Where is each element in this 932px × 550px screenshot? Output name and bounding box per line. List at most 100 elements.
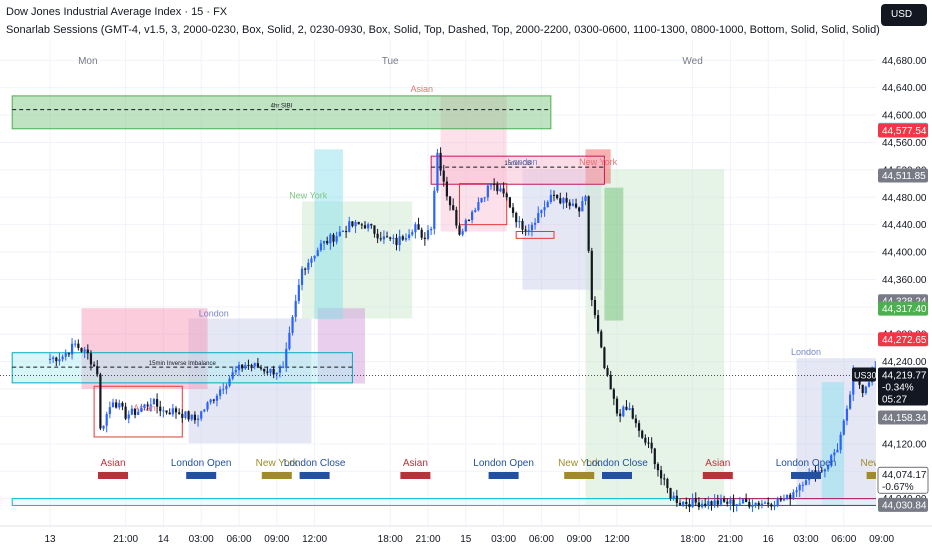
candle[interactable] bbox=[259, 364, 263, 371]
candle[interactable] bbox=[228, 375, 231, 388]
time-axis[interactable]: 13 21:00 14 03:00 06:00 09:00 12:00 18:00 21:00 1… bbox=[0, 525, 932, 550]
candle[interactable] bbox=[58, 352, 61, 366]
candle[interactable] bbox=[143, 403, 146, 411]
candle[interactable] bbox=[341, 230, 345, 232]
candle[interactable] bbox=[745, 493, 748, 503]
candle[interactable] bbox=[467, 219, 471, 222]
candle[interactable] bbox=[206, 401, 209, 412]
candle[interactable] bbox=[631, 405, 634, 420]
candle[interactable] bbox=[52, 355, 55, 363]
candle[interactable] bbox=[688, 498, 691, 513]
candle[interactable] bbox=[609, 370, 612, 390]
candle[interactable] bbox=[502, 182, 505, 198]
candle[interactable] bbox=[357, 221, 360, 225]
candle[interactable] bbox=[193, 411, 196, 424]
candle[interactable] bbox=[448, 196, 452, 211]
candle[interactable] bbox=[345, 225, 348, 239]
candle[interactable] bbox=[719, 494, 723, 507]
candle[interactable] bbox=[628, 402, 631, 411]
candle[interactable] bbox=[524, 225, 527, 236]
candle[interactable] bbox=[64, 349, 67, 361]
candle[interactable] bbox=[354, 219, 357, 234]
candle[interactable] bbox=[741, 498, 745, 504]
candle[interactable] bbox=[826, 463, 830, 472]
candle[interactable] bbox=[672, 491, 675, 501]
candle[interactable] bbox=[256, 357, 259, 369]
candle[interactable] bbox=[660, 465, 663, 486]
candle[interactable] bbox=[181, 409, 184, 423]
candle[interactable] bbox=[770, 502, 773, 511]
candle[interactable] bbox=[508, 196, 511, 209]
candle[interactable] bbox=[348, 216, 351, 233]
candle[interactable] bbox=[647, 437, 650, 448]
candle[interactable] bbox=[612, 387, 615, 406]
candle[interactable] bbox=[266, 366, 269, 375]
candle[interactable] bbox=[105, 411, 108, 433]
candle[interactable] bbox=[190, 414, 193, 422]
candle[interactable] bbox=[83, 346, 86, 359]
candle[interactable] bbox=[757, 500, 760, 510]
candle[interactable] bbox=[417, 217, 420, 230]
candle[interactable] bbox=[244, 362, 247, 370]
candle[interactable] bbox=[615, 396, 619, 417]
candle[interactable] bbox=[411, 229, 414, 237]
candle[interactable] bbox=[823, 468, 826, 478]
candle[interactable] bbox=[404, 233, 408, 242]
candle[interactable] bbox=[534, 218, 537, 230]
candle[interactable] bbox=[543, 200, 546, 217]
candle[interactable] bbox=[445, 176, 448, 201]
candle[interactable] bbox=[108, 401, 111, 419]
candle[interactable] bbox=[603, 346, 606, 370]
candle[interactable] bbox=[74, 340, 77, 348]
candle[interactable] bbox=[732, 494, 735, 513]
candle[interactable] bbox=[93, 361, 96, 367]
candle[interactable] bbox=[373, 225, 376, 238]
candle[interactable] bbox=[786, 494, 789, 501]
candle[interactable] bbox=[137, 408, 140, 415]
candle[interactable] bbox=[55, 356, 58, 367]
candle[interactable] bbox=[593, 296, 597, 319]
candle[interactable] bbox=[401, 234, 404, 241]
candle[interactable] bbox=[455, 206, 458, 229]
candle[interactable] bbox=[565, 192, 568, 209]
candle[interactable] bbox=[285, 342, 288, 372]
candle[interactable] bbox=[574, 198, 578, 209]
candle[interactable] bbox=[436, 149, 439, 193]
candle[interactable] bbox=[637, 420, 641, 438]
candle[interactable] bbox=[426, 224, 430, 241]
candle[interactable] bbox=[578, 206, 581, 217]
candle[interactable] bbox=[430, 226, 433, 236]
candle[interactable] bbox=[779, 495, 782, 503]
candle[interactable] bbox=[174, 406, 178, 419]
candle[interactable] bbox=[540, 209, 543, 218]
candle[interactable] bbox=[713, 494, 716, 509]
candle[interactable] bbox=[253, 362, 256, 370]
candle[interactable] bbox=[370, 223, 373, 229]
candle[interactable] bbox=[395, 233, 398, 251]
candle[interactable] bbox=[250, 363, 253, 372]
candle[interactable] bbox=[571, 198, 574, 207]
candle[interactable] bbox=[433, 186, 436, 235]
candle[interactable] bbox=[316, 247, 319, 257]
candle[interactable] bbox=[121, 401, 124, 411]
candle[interactable] bbox=[300, 266, 304, 291]
candle[interactable] bbox=[225, 383, 228, 395]
candle[interactable] bbox=[382, 230, 385, 244]
candle[interactable] bbox=[332, 233, 335, 247]
candle[interactable] bbox=[518, 216, 521, 229]
candle[interactable] bbox=[310, 256, 313, 268]
candle[interactable] bbox=[307, 258, 310, 274]
candle[interactable] bbox=[464, 218, 467, 233]
candle[interactable] bbox=[845, 405, 849, 426]
indicator-legend[interactable]: Sonarlab Sessions (GMT-4, v1.5, 3, 2000-… bbox=[6, 24, 880, 36]
candle[interactable] bbox=[568, 199, 571, 210]
candle[interactable] bbox=[99, 372, 102, 431]
candle[interactable] bbox=[360, 222, 363, 230]
candle[interactable] bbox=[606, 365, 609, 377]
candle[interactable] bbox=[351, 221, 354, 228]
candle[interactable] bbox=[493, 178, 496, 191]
candle[interactable] bbox=[776, 496, 779, 508]
candle[interactable] bbox=[559, 192, 562, 205]
candle[interactable] bbox=[165, 410, 168, 415]
